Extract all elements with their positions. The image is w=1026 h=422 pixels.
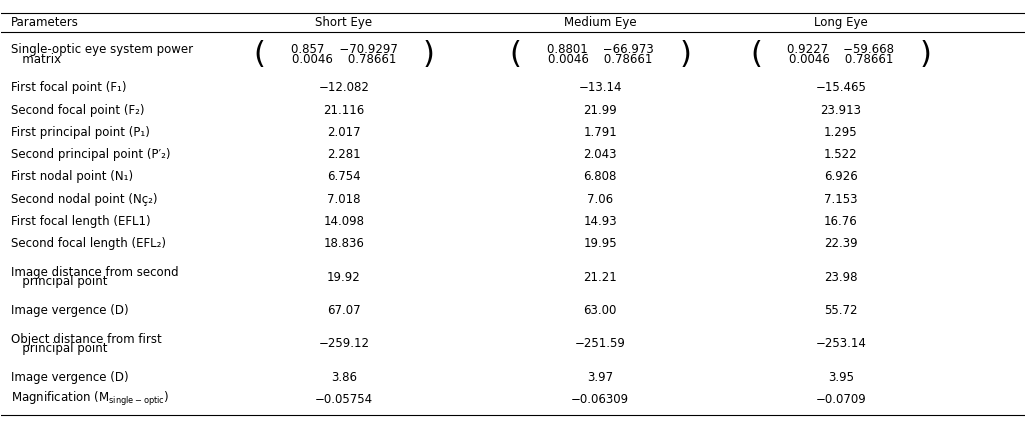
Text: 1.522: 1.522 [824, 148, 858, 161]
Text: Parameters: Parameters [11, 16, 79, 29]
Text: −12.082: −12.082 [318, 81, 369, 95]
Text: −259.12: −259.12 [318, 337, 369, 350]
Text: Second principal point (P′₂): Second principal point (P′₂) [11, 148, 170, 161]
Text: 0.8801    −66.973: 0.8801 −66.973 [547, 43, 654, 56]
Text: Second nodal point (Nç₂): Second nodal point (Nç₂) [11, 192, 157, 206]
Text: 14.93: 14.93 [583, 215, 617, 228]
Text: 6.808: 6.808 [584, 170, 617, 184]
Text: 55.72: 55.72 [824, 304, 858, 317]
Text: 0.0046    0.78661: 0.0046 0.78661 [789, 53, 893, 66]
Text: 6.754: 6.754 [327, 170, 361, 184]
Text: 21.116: 21.116 [323, 104, 364, 116]
Text: principal point: principal point [11, 342, 108, 355]
Text: (: ( [253, 40, 265, 69]
Text: (: ( [509, 40, 521, 69]
Text: First principal point (P₁): First principal point (P₁) [11, 126, 150, 139]
Text: 0.9227    −59.668: 0.9227 −59.668 [787, 43, 895, 56]
Text: First focal point (F₁): First focal point (F₁) [11, 81, 126, 95]
Text: Single-optic eye system power: Single-optic eye system power [11, 43, 193, 56]
Text: Image distance from second: Image distance from second [11, 266, 179, 279]
Text: 21.21: 21.21 [583, 271, 617, 284]
Text: 63.00: 63.00 [584, 304, 617, 317]
Text: 0.857    −70.9297: 0.857 −70.9297 [290, 43, 397, 56]
Text: Second focal point (F₂): Second focal point (F₂) [11, 104, 145, 116]
Text: First focal length (EFL1): First focal length (EFL1) [11, 215, 151, 228]
Text: 18.836: 18.836 [323, 237, 364, 250]
Text: First nodal point (N₁): First nodal point (N₁) [11, 170, 133, 184]
Text: −15.465: −15.465 [816, 81, 866, 95]
Text: 0.0046    0.78661: 0.0046 0.78661 [548, 53, 653, 66]
Text: −0.06309: −0.06309 [571, 393, 629, 406]
Text: 19.95: 19.95 [583, 237, 617, 250]
Text: 3.86: 3.86 [331, 371, 357, 384]
Text: 7.153: 7.153 [824, 192, 858, 206]
Text: −13.14: −13.14 [579, 81, 622, 95]
Text: 67.07: 67.07 [327, 304, 361, 317]
Text: Image vergence (D): Image vergence (D) [11, 371, 128, 384]
Text: 3.97: 3.97 [587, 371, 614, 384]
Text: matrix: matrix [11, 53, 62, 66]
Text: −251.59: −251.59 [575, 337, 626, 350]
Text: (: ( [750, 40, 761, 69]
Text: 2.017: 2.017 [327, 126, 361, 139]
Text: 22.39: 22.39 [824, 237, 858, 250]
Text: 7.018: 7.018 [327, 192, 361, 206]
Text: 21.99: 21.99 [583, 104, 617, 116]
Text: 6.926: 6.926 [824, 170, 858, 184]
Text: 23.913: 23.913 [821, 104, 862, 116]
Text: Object distance from first: Object distance from first [11, 333, 162, 346]
Text: −253.14: −253.14 [816, 337, 866, 350]
Text: Magnification (M$_{\mathregular{single-optic}}$): Magnification (M$_{\mathregular{single-o… [11, 390, 169, 408]
Text: 19.92: 19.92 [327, 271, 361, 284]
Text: ): ) [679, 40, 692, 69]
Text: 2.281: 2.281 [327, 148, 361, 161]
Text: 3.95: 3.95 [828, 371, 854, 384]
Text: 1.791: 1.791 [583, 126, 617, 139]
Text: Short Eye: Short Eye [315, 16, 372, 29]
Text: 14.098: 14.098 [323, 215, 364, 228]
Text: Long Eye: Long Eye [814, 16, 868, 29]
Text: 2.043: 2.043 [584, 148, 617, 161]
Text: 1.295: 1.295 [824, 126, 858, 139]
Text: Image vergence (D): Image vergence (D) [11, 304, 128, 317]
Text: principal point: principal point [11, 275, 108, 288]
Text: 16.76: 16.76 [824, 215, 858, 228]
Text: ): ) [423, 40, 435, 69]
Text: −0.05754: −0.05754 [315, 393, 373, 406]
Text: 0.0046    0.78661: 0.0046 0.78661 [291, 53, 396, 66]
Text: ): ) [920, 40, 932, 69]
Text: Second focal length (EFL₂): Second focal length (EFL₂) [11, 237, 166, 250]
Text: 7.06: 7.06 [587, 192, 614, 206]
Text: −0.0709: −0.0709 [816, 393, 866, 406]
Text: 23.98: 23.98 [824, 271, 858, 284]
Text: Medium Eye: Medium Eye [563, 16, 636, 29]
